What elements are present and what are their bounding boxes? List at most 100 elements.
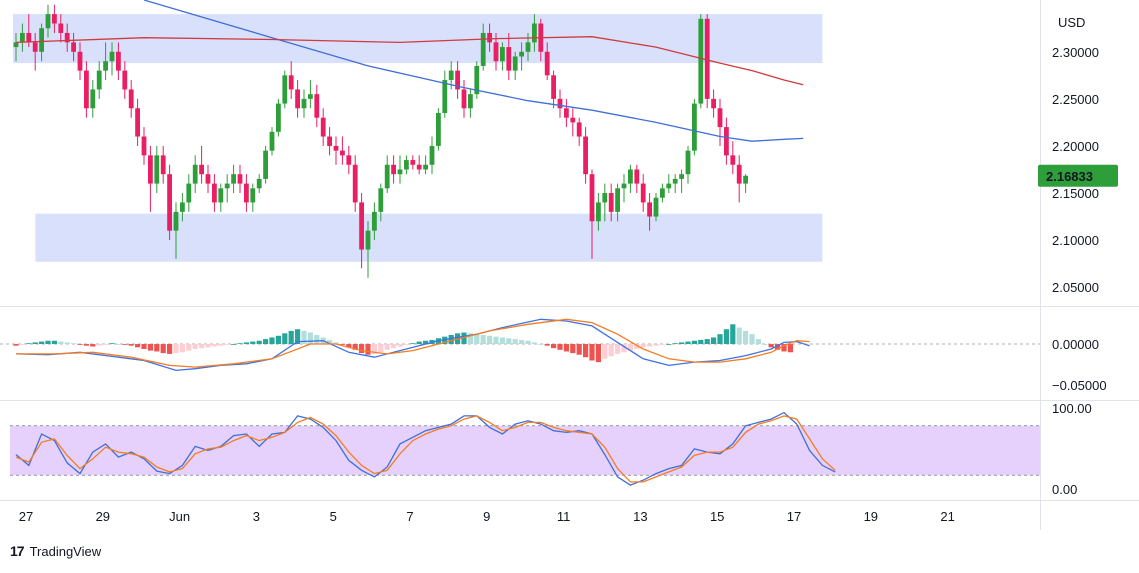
candle[interactable]	[263, 150, 268, 179]
candle[interactable]	[564, 108, 569, 118]
candle[interactable]	[116, 51, 121, 71]
candle[interactable]	[372, 211, 377, 231]
candle[interactable]	[532, 23, 537, 43]
candle[interactable]	[596, 202, 601, 222]
candle[interactable]	[71, 42, 76, 52]
candle[interactable]	[231, 174, 236, 184]
candle[interactable]	[250, 188, 256, 203]
candle[interactable]	[615, 188, 620, 212]
candle[interactable]	[340, 150, 345, 156]
candle[interactable]	[244, 183, 249, 203]
candle[interactable]	[692, 103, 697, 151]
candle[interactable]	[717, 108, 723, 128]
candle[interactable]	[39, 28, 44, 52]
candle[interactable]	[506, 47, 512, 71]
candle[interactable]	[282, 75, 288, 104]
candle[interactable]	[391, 164, 396, 175]
candle[interactable]	[455, 70, 460, 90]
candle[interactable]	[295, 89, 300, 109]
candle[interactable]	[672, 178, 678, 184]
candle[interactable]	[724, 127, 729, 156]
candle[interactable]	[13, 42, 19, 48]
candle[interactable]	[474, 65, 480, 95]
candle[interactable]	[416, 164, 422, 170]
candle[interactable]	[186, 183, 192, 203]
candle[interactable]	[519, 51, 524, 57]
candle[interactable]	[551, 75, 556, 99]
candle[interactable]	[423, 164, 428, 170]
candle[interactable]	[384, 164, 390, 189]
candle[interactable]	[634, 169, 640, 184]
candle[interactable]	[429, 145, 435, 165]
candle[interactable]	[212, 183, 217, 203]
candle[interactable]	[480, 32, 486, 66]
tradingview-logo[interactable]: 17 TradingView	[10, 543, 101, 559]
candle[interactable]	[269, 131, 275, 151]
candle[interactable]	[320, 117, 326, 137]
candle[interactable]	[704, 18, 710, 99]
candle[interactable]	[256, 178, 262, 189]
candle[interactable]	[442, 80, 448, 113]
candle[interactable]	[26, 32, 32, 43]
candle[interactable]	[205, 174, 211, 184]
macd-panel[interactable]	[0, 318, 1040, 372]
candle[interactable]	[52, 14, 57, 24]
candle[interactable]	[666, 183, 672, 189]
candle[interactable]	[493, 42, 499, 62]
candle[interactable]	[640, 183, 646, 203]
price-panel[interactable]	[13, 0, 804, 278]
candle[interactable]	[314, 94, 320, 118]
candle[interactable]	[84, 70, 89, 109]
candle[interactable]	[109, 51, 115, 62]
oscillator-panel[interactable]	[10, 411, 1040, 486]
candle[interactable]	[276, 103, 281, 132]
candle[interactable]	[461, 89, 467, 109]
candle[interactable]	[103, 61, 108, 71]
candle[interactable]	[128, 89, 134, 109]
candle[interactable]	[333, 145, 339, 151]
candle[interactable]	[544, 51, 550, 76]
candle[interactable]	[608, 193, 614, 212]
candle[interactable]	[301, 98, 307, 109]
candle[interactable]	[20, 32, 25, 43]
candle[interactable]	[359, 202, 364, 250]
candle[interactable]	[135, 108, 140, 137]
candle[interactable]	[141, 136, 147, 156]
candle[interactable]	[589, 174, 595, 222]
candle[interactable]	[160, 155, 166, 175]
candle[interactable]	[410, 160, 416, 165]
candle[interactable]	[352, 164, 358, 203]
candle[interactable]	[58, 23, 64, 33]
candle[interactable]	[365, 230, 371, 250]
candle[interactable]	[173, 211, 179, 231]
candle[interactable]	[64, 32, 70, 43]
candle[interactable]	[148, 155, 153, 184]
candle[interactable]	[621, 183, 627, 189]
candle[interactable]	[647, 202, 652, 217]
candle[interactable]	[288, 75, 294, 90]
candle[interactable]	[180, 202, 185, 212]
candle[interactable]	[660, 188, 665, 198]
candle[interactable]	[602, 193, 608, 203]
candle[interactable]	[500, 47, 505, 62]
candle[interactable]	[628, 169, 633, 184]
candle[interactable]	[237, 174, 243, 184]
candle[interactable]	[308, 94, 313, 99]
candle[interactable]	[512, 56, 518, 71]
candle[interactable]	[436, 112, 441, 146]
candle[interactable]	[448, 70, 454, 81]
candle[interactable]	[327, 136, 332, 146]
candle[interactable]	[32, 42, 38, 52]
candle[interactable]	[167, 174, 172, 231]
candle[interactable]	[45, 14, 51, 29]
candle[interactable]	[736, 164, 742, 184]
candle[interactable]	[730, 155, 736, 165]
candle[interactable]	[397, 169, 403, 175]
candle[interactable]	[583, 136, 588, 175]
candle[interactable]	[96, 70, 102, 90]
candle[interactable]	[525, 42, 531, 52]
candle[interactable]	[224, 183, 230, 189]
candle[interactable]	[685, 150, 691, 175]
